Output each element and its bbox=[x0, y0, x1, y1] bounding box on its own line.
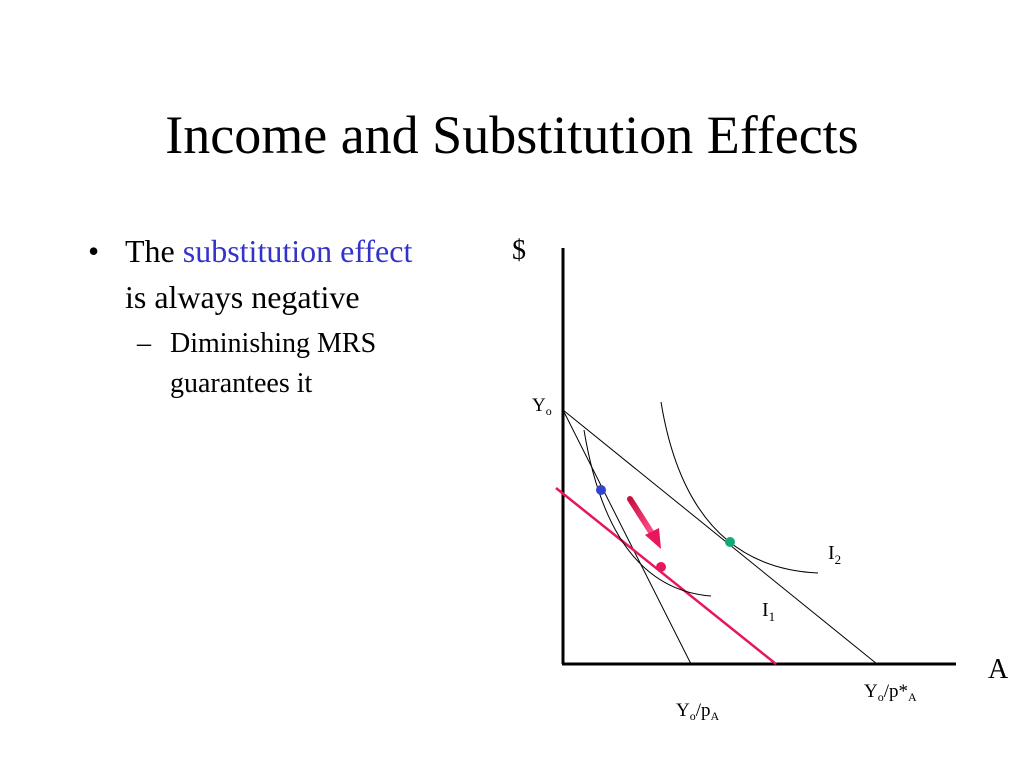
bullet-dot-icon: • bbox=[88, 233, 100, 269]
x-intercept-label-new: Yo/p*A bbox=[864, 681, 917, 704]
curve-label-i1: I1 bbox=[762, 599, 775, 624]
x-intercept-2-main: Y bbox=[864, 681, 878, 702]
compensated-budget-line bbox=[555, 487, 777, 665]
sub-bullet-text: Diminishing MRS guarantees it bbox=[170, 324, 376, 404]
x-intercept-2-mid: /p* bbox=[884, 681, 908, 702]
dash-icon: – bbox=[137, 328, 151, 359]
bullet-highlight: substitution effect bbox=[182, 233, 413, 269]
y-intercept-main: Y bbox=[532, 395, 546, 416]
sub-bullet-line1: Diminishing MRS bbox=[170, 328, 377, 359]
y-axis-label: $ bbox=[512, 235, 526, 266]
slide-title: Income and Substitution Effects bbox=[165, 105, 859, 165]
x-intercept-label-original: Yo/pA bbox=[676, 700, 720, 723]
indifference-curve-i1 bbox=[583, 429, 712, 597]
budget-line-new bbox=[562, 409, 878, 665]
x-intercept-2-sub: o bbox=[878, 690, 884, 704]
sub-bullet-item: – Diminishing MRS guarantees it bbox=[137, 324, 508, 404]
point-original-optimum bbox=[596, 485, 606, 495]
x-intercept-1-mid: /p bbox=[696, 700, 711, 721]
curve-label-i2-main: I bbox=[828, 542, 835, 564]
curve-label-i2-sub: 2 bbox=[835, 552, 842, 567]
x-intercept-1-sub: o bbox=[690, 709, 696, 723]
y-intercept-label: Yo bbox=[532, 395, 552, 418]
budget-line-original bbox=[562, 409, 692, 665]
curve-label-i1-main: I bbox=[762, 599, 769, 621]
y-intercept-sub: o bbox=[546, 404, 552, 418]
bullet-item: • The substitution effect is always nega… bbox=[88, 228, 508, 320]
curve-label-i1-sub: 1 bbox=[769, 609, 776, 624]
curve-label-i2: I2 bbox=[828, 542, 841, 567]
x-intercept-2-sub2: A bbox=[908, 690, 917, 704]
substitution-arrow-icon bbox=[627, 496, 661, 549]
x-axis-label: A bbox=[988, 654, 1009, 685]
bullet-list: • The substitution effect is always nega… bbox=[88, 228, 508, 404]
bullet-lead: The bbox=[125, 233, 175, 269]
x-intercept-1-main: Y bbox=[676, 700, 690, 721]
point-new-optimum bbox=[725, 537, 735, 547]
indifference-curve-i2 bbox=[660, 401, 819, 574]
sub-bullet-line2: guarantees it bbox=[170, 368, 313, 399]
bullet-rest: is always negative bbox=[125, 279, 360, 315]
x-intercept-1-sub2: A bbox=[711, 709, 720, 723]
point-compensated-optimum bbox=[656, 562, 666, 572]
bullet-text: The substitution effect is always negati… bbox=[125, 228, 412, 320]
